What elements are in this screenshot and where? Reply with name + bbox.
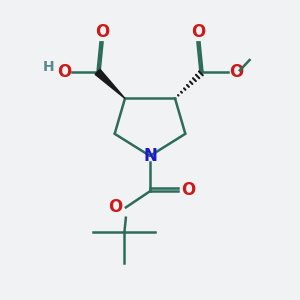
Text: O: O — [57, 63, 71, 81]
Text: O: O — [229, 63, 243, 81]
Text: O: O — [108, 198, 122, 216]
Text: H: H — [43, 60, 55, 74]
Text: O: O — [95, 23, 109, 41]
Polygon shape — [95, 69, 125, 98]
Text: O: O — [191, 23, 205, 41]
Text: O: O — [182, 181, 196, 199]
Text: N: N — [143, 147, 157, 165]
